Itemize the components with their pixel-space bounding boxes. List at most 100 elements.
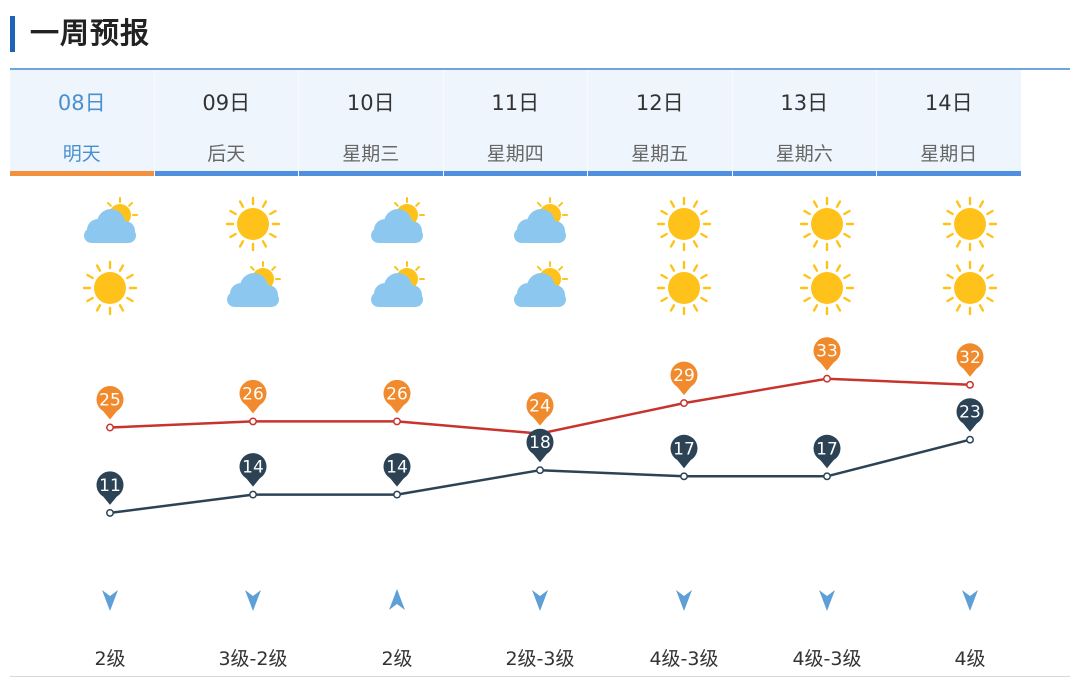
tab-day-3[interactable]: 10日星期三 (298, 70, 443, 176)
temp-pin: 14 (239, 453, 267, 487)
tab-day-1[interactable]: 08日明天 (10, 70, 154, 176)
day-date: 11日 (491, 91, 540, 115)
data-point (680, 472, 688, 481)
temp-label: 17 (816, 439, 838, 459)
title-accent-bar (10, 16, 15, 52)
data-point (966, 435, 974, 444)
sunny-icon (799, 196, 855, 252)
temp-label: 26 (242, 384, 264, 404)
temp-label: 33 (816, 342, 838, 362)
wind-arrow-down-icon (676, 590, 692, 611)
wind-arrow-down-icon (962, 590, 978, 611)
sunny-icon (656, 260, 712, 316)
tab-underline (732, 171, 876, 176)
partly-cloudy-icon (514, 261, 568, 307)
sunny-icon (942, 260, 998, 316)
low-temp-series-line (109, 438, 971, 515)
partly-cloudy-icon (371, 197, 425, 243)
data-point (823, 374, 831, 383)
temp-label: 14 (386, 458, 408, 478)
sunny-icon (82, 260, 138, 316)
temp-pin: 17 (670, 434, 698, 469)
data-point (106, 508, 114, 517)
partly-cloudy-icon (371, 261, 425, 307)
data-point (536, 466, 544, 475)
tab-day-6[interactable]: 13日星期六 (731, 70, 876, 176)
temp-label: 11 (99, 476, 121, 496)
tab-underline (877, 171, 1021, 176)
temp-label: 24 (529, 397, 551, 417)
sunny-icon (942, 196, 998, 252)
day-date: 13日 (780, 91, 829, 115)
data-point (249, 490, 257, 499)
temp-pin: 11 (96, 471, 124, 505)
temp-label: 14 (242, 458, 264, 478)
temp-pin: 26 (239, 379, 267, 414)
data-point (393, 490, 401, 499)
day-weekday: 星期六 (775, 143, 833, 165)
temp-pin: 29 (670, 361, 698, 396)
tab-underline (10, 171, 154, 176)
wind-arrow-down-icon (532, 590, 548, 611)
day-weekday: 星期三 (342, 143, 400, 165)
temp-pin: 25 (96, 386, 124, 420)
high-temp-series: 25 26 26 24 29 33 32 (96, 337, 984, 438)
sunny-icon (799, 260, 855, 316)
bottom-divider (10, 676, 1070, 677)
temp-pin: 32 (956, 343, 984, 377)
data-point (966, 380, 974, 389)
wind-level: 2级-3级 (505, 648, 575, 670)
temp-pin: 14 (383, 453, 411, 487)
data-point (680, 399, 688, 408)
day-weekday: 星期五 (631, 143, 689, 165)
day-weekday: 星期日 (920, 143, 978, 165)
temp-pin: 24 (526, 392, 554, 426)
sunny-icon (656, 196, 712, 252)
day-date: 08日 (57, 91, 106, 115)
wind-level: 4级-3级 (792, 648, 862, 670)
tab-underline (443, 171, 587, 176)
high-temp-series-line (109, 377, 971, 435)
data-point (393, 417, 401, 426)
page-title: 一周预报 (30, 16, 151, 50)
temp-label: 26 (386, 384, 408, 404)
temp-pin: 17 (813, 434, 841, 469)
data-point (249, 417, 257, 426)
temp-pin: 18 (526, 428, 554, 463)
temp-label: 29 (673, 366, 695, 386)
day-date: 10日 (346, 91, 395, 115)
temp-pin: 26 (383, 379, 411, 414)
wind-arrow-down-icon (102, 590, 118, 611)
tab-day-5[interactable]: 12日星期五 (587, 70, 732, 176)
day-date: 09日 (202, 91, 251, 115)
data-point (106, 423, 114, 432)
day-date: 14日 (924, 91, 973, 115)
day-weekday: 明天 (62, 143, 101, 165)
section-header: 一周预报 (10, 14, 1070, 52)
tab-day-2[interactable]: 09日后天 (153, 70, 298, 176)
tab-day-7[interactable]: 14日星期日 (876, 70, 1021, 176)
wind-level: 3级-2级 (218, 648, 288, 670)
wind-arrow-down-icon (819, 590, 835, 611)
day-weekday: 星期四 (486, 143, 544, 165)
wind-arrow-down-icon (245, 590, 261, 611)
temp-pin: 33 (813, 337, 841, 371)
wind-level: 4级 (954, 648, 986, 670)
partly-cloudy-icon (227, 261, 281, 307)
temp-label: 17 (673, 439, 695, 459)
day-tabs: 08日 明天 09日 后天 10日 星期三 11日 星期四 12日 星期五 13日 星期六 14日 星期日 (10, 70, 1042, 176)
wind-level: 4级-3级 (649, 648, 719, 670)
low-temp-series: 11 14 14 18 17 17 23 (96, 398, 984, 517)
temp-label: 32 (959, 348, 981, 368)
tab-underline (154, 171, 298, 176)
wind-level: 2级 (94, 648, 126, 670)
temp-label: 23 (959, 403, 981, 423)
day-date: 12日 (635, 91, 684, 115)
temp-label: 25 (99, 391, 121, 411)
tab-day-4[interactable]: 11日星期四 (442, 70, 587, 176)
tab-underline (299, 171, 443, 176)
partly-cloudy-icon (84, 197, 138, 243)
day-weekday: 后天 (207, 143, 246, 165)
tab-underline (588, 171, 732, 176)
temp-pin: 23 (956, 398, 984, 432)
